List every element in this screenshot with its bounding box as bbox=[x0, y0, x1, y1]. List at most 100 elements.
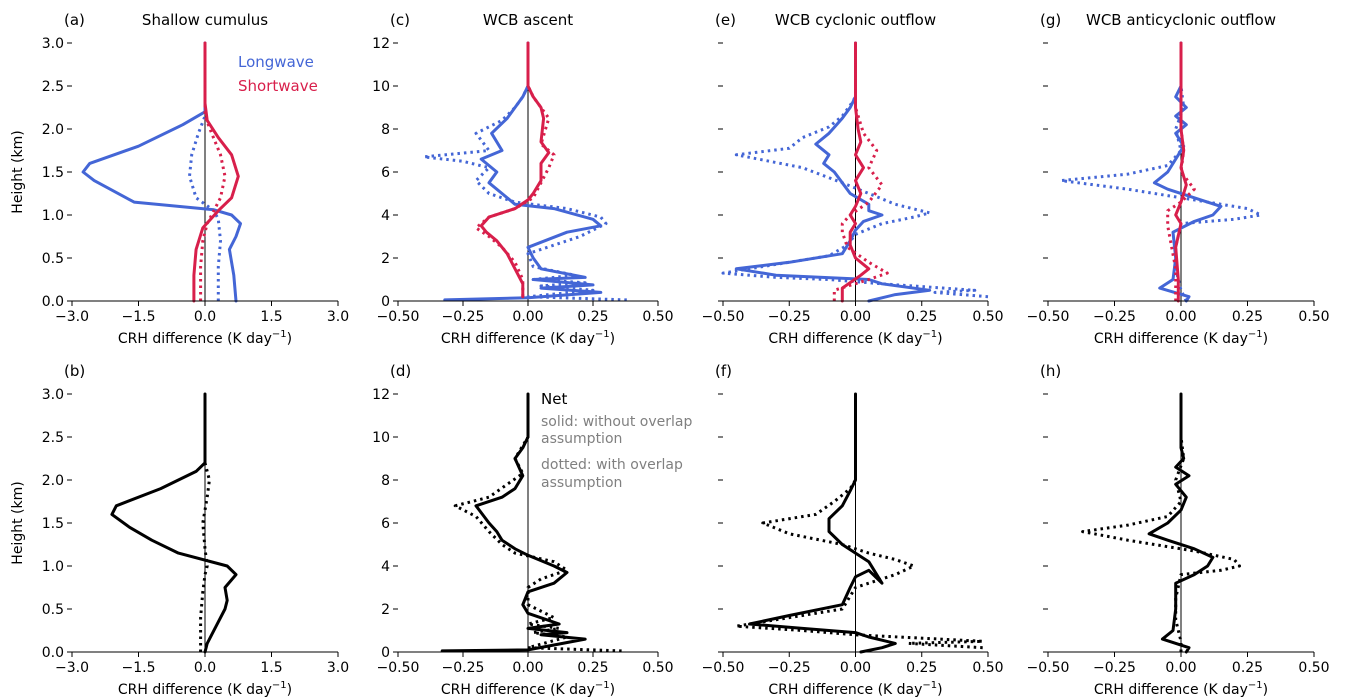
y-tick-label: 0.0 bbox=[42, 645, 64, 661]
y-tick-label: 3.0 bbox=[42, 387, 64, 403]
x-tick-label: −1.5 bbox=[122, 309, 156, 325]
x-tick-label: 0.00 bbox=[840, 660, 871, 676]
series-net-solid bbox=[748, 392, 897, 654]
y-tick-label: 4 bbox=[381, 208, 390, 224]
panel-f: −0.50 −0.25 0.00 0.25 0.50 CRH difference (K … bbox=[702, 362, 1004, 698]
panel-title: WCB cyclonic outflow bbox=[775, 11, 936, 29]
legend-net: Net bbox=[541, 390, 567, 408]
series-shortwave-dotted bbox=[832, 43, 889, 301]
panel-title: WCB anticyclonic outflow bbox=[1086, 11, 1276, 29]
y-tick-label: 4 bbox=[381, 559, 390, 575]
series-shortwave-solid bbox=[840, 41, 871, 303]
series-shortwave-dotted bbox=[474, 43, 556, 297]
panel-label: (f) bbox=[715, 362, 732, 380]
x-tick-label: 1.5 bbox=[260, 309, 282, 325]
panel-label: (d) bbox=[390, 362, 411, 380]
x-tick-label: −0.50 bbox=[1027, 660, 1070, 676]
series-longwave-dotted bbox=[1059, 43, 1263, 302]
x-tick-label: 0.50 bbox=[1298, 309, 1329, 325]
y-tick-label: 1.0 bbox=[42, 208, 64, 224]
x-tick-label: 0.00 bbox=[512, 660, 543, 676]
y-tick-label: 10 bbox=[372, 79, 390, 95]
y-tick-label: 0 bbox=[381, 645, 390, 661]
panel-h: −0.50 −0.25 0.00 0.25 0.50 CRH difference (K … bbox=[1027, 362, 1330, 698]
y-tick-label: 6 bbox=[381, 165, 390, 181]
x-axis-label: CRH difference (K day−1) bbox=[1094, 329, 1268, 347]
y-tick-label: 12 bbox=[372, 387, 390, 403]
x-tick-label: 0.25 bbox=[577, 309, 608, 325]
x-tick-label: −0.50 bbox=[1027, 309, 1070, 325]
y-tick-label: 2.5 bbox=[42, 79, 64, 95]
panel-title: Shallow cumulus bbox=[142, 11, 268, 29]
panel-label: (e) bbox=[715, 11, 736, 29]
y-tick-label: 8 bbox=[381, 122, 390, 138]
series-longwave-solid bbox=[443, 41, 603, 302]
y-tick-label: 3.0 bbox=[42, 36, 64, 52]
x-axis-label: CRH difference (K day−1) bbox=[441, 329, 615, 347]
y-tick-label: 2 bbox=[381, 251, 390, 267]
x-axis-label: CRH difference (K day−1) bbox=[118, 680, 292, 698]
x-tick-label: −3.0 bbox=[55, 309, 89, 325]
series-net-dotted bbox=[453, 394, 622, 653]
x-tick-label: 0.25 bbox=[1232, 309, 1263, 325]
y-axis-label: Height (km) bbox=[10, 130, 26, 213]
x-axis-label: CRH difference (K day−1) bbox=[441, 680, 615, 698]
series-net-dotted bbox=[734, 394, 985, 650]
legend-solid-line1: solid: without overlap bbox=[541, 414, 692, 430]
y-tick-label: 8 bbox=[381, 473, 390, 489]
x-tick-label: 0.25 bbox=[906, 309, 937, 325]
x-tick-label: 3.0 bbox=[327, 660, 349, 676]
x-axis-label: CRH difference (K day−1) bbox=[768, 680, 942, 698]
legend-shortwave: Shortwave bbox=[238, 77, 318, 95]
y-tick-label: 0.5 bbox=[42, 251, 64, 267]
series-shortwave-solid bbox=[479, 41, 551, 299]
x-tick-label: −0.25 bbox=[768, 660, 811, 676]
x-tick-label: 0.00 bbox=[512, 309, 543, 325]
panel-d: −0.50 −0.25 0.00 0.25 0.50 0 2 4 6 8 10 12 CRH diffe… bbox=[372, 362, 673, 698]
panel-label: (c) bbox=[390, 11, 410, 29]
y-tick-label: 6 bbox=[381, 516, 390, 532]
x-tick-label: 0.50 bbox=[972, 309, 1003, 325]
x-tick-label: −0.50 bbox=[377, 660, 420, 676]
series-net-dotted bbox=[199, 394, 211, 652]
x-tick-label: 0.00 bbox=[1165, 309, 1196, 325]
x-tick-label: 0.25 bbox=[906, 660, 937, 676]
x-tick-label: 0.25 bbox=[577, 660, 608, 676]
y-tick-label: 0.0 bbox=[42, 294, 64, 310]
x-tick-label: −1.5 bbox=[122, 660, 156, 676]
y-tick-label: 2 bbox=[381, 602, 390, 618]
x-tick-label: 0.25 bbox=[1232, 660, 1263, 676]
panel-e: −0.50 −0.25 0.00 0.25 0.50 CRH difference (K … bbox=[702, 11, 1004, 347]
x-tick-label: −0.25 bbox=[442, 660, 485, 676]
series-net-solid bbox=[440, 392, 587, 653]
y-axis-label: Height (km) bbox=[10, 481, 26, 564]
legend-dotted-line2: assumption bbox=[541, 475, 622, 491]
y-tick-label: 12 bbox=[372, 36, 390, 52]
x-tick-label: 0.50 bbox=[642, 660, 673, 676]
series-longwave-solid bbox=[734, 41, 932, 303]
series-longwave-solid bbox=[81, 41, 242, 303]
legend-dotted-line1: dotted: with overlap bbox=[541, 457, 683, 473]
x-tick-label: 3.0 bbox=[327, 309, 349, 325]
y-tick-label: 0.5 bbox=[42, 602, 64, 618]
panel-c: −0.50 −0.25 0.00 0.25 0.50 0 2 4 6 8 10 12 CRH diffe… bbox=[372, 11, 673, 347]
y-tick-label: 2.0 bbox=[42, 122, 64, 138]
x-tick-label: 0.50 bbox=[972, 660, 1003, 676]
y-tick-label: 10 bbox=[372, 430, 390, 446]
panel-title: WCB ascent bbox=[483, 11, 573, 29]
x-tick-label: 1.5 bbox=[260, 660, 282, 676]
series-longwave-solid bbox=[1152, 41, 1223, 303]
panel-label: (g) bbox=[1040, 11, 1061, 29]
y-tick-label: 0 bbox=[381, 294, 390, 310]
x-tick-label: 0.00 bbox=[1165, 660, 1196, 676]
series-longwave-dotted bbox=[721, 43, 989, 299]
legend-longwave: Longwave bbox=[238, 53, 314, 71]
y-tick-label: 1.0 bbox=[42, 559, 64, 575]
series-shortwave-dotted bbox=[1166, 43, 1196, 301]
y-tick-label: 1.5 bbox=[42, 165, 64, 181]
y-tick-label: 2.0 bbox=[42, 473, 64, 489]
panel-a: −3.0 −1.5 0.0 1.5 3.0 0.0 0.5 1.0 1.5 2.0 2.5 3.0 CR… bbox=[10, 11, 349, 347]
y-tick-label: 2.5 bbox=[42, 430, 64, 446]
y-tick-label: 1.5 bbox=[42, 516, 64, 532]
